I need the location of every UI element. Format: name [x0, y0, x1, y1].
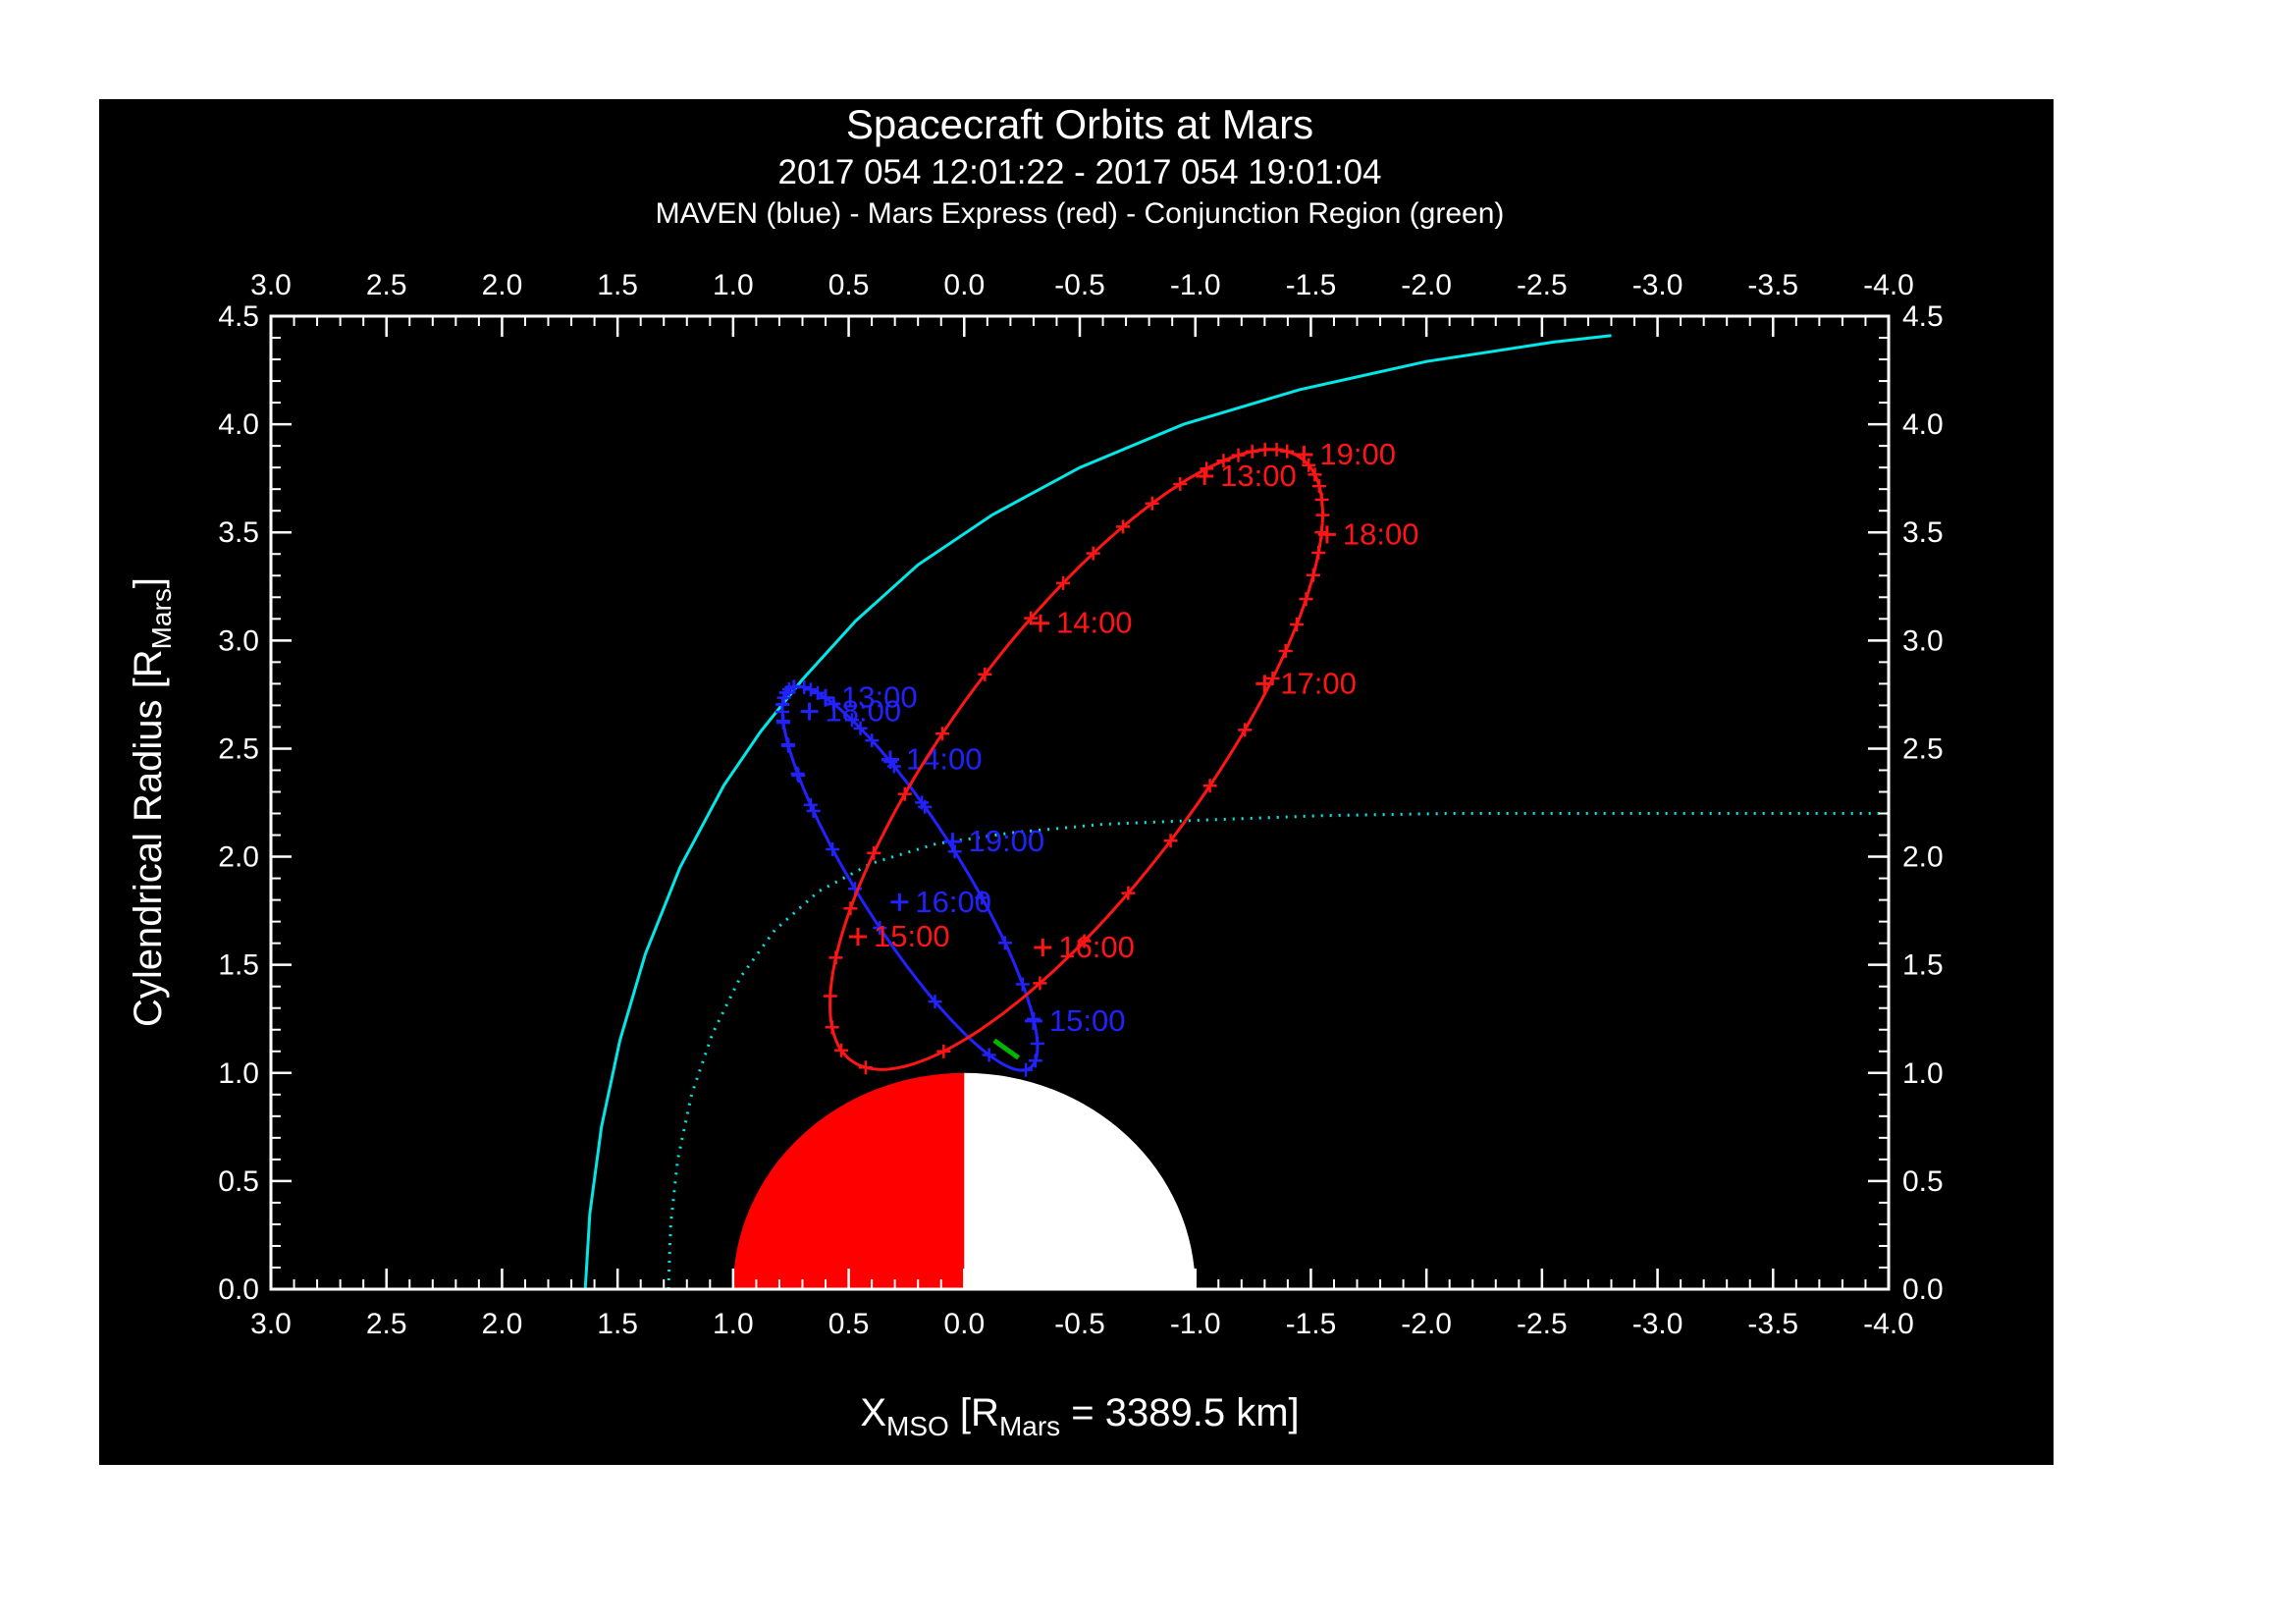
svg-text:-1.5: -1.5: [1286, 269, 1337, 301]
time-label: 18:00: [1343, 516, 1419, 551]
svg-text:0.0: 0.0: [218, 1273, 259, 1306]
svg-text:1.0: 1.0: [218, 1057, 259, 1090]
svg-text:0.5: 0.5: [828, 1308, 870, 1340]
svg-text:2.0: 2.0: [218, 841, 259, 874]
svg-text:-2.0: -2.0: [1401, 1308, 1452, 1340]
time-label: 15:00: [1049, 1003, 1126, 1038]
svg-text:0.5: 0.5: [828, 269, 870, 301]
svg-text:0.5: 0.5: [1902, 1165, 1944, 1198]
svg-text:3.5: 3.5: [1902, 516, 1944, 549]
svg-text:-3.0: -3.0: [1632, 269, 1683, 301]
svg-text:3.0: 3.0: [250, 269, 292, 301]
time-label: 19:00: [969, 824, 1045, 858]
svg-text:2.0: 2.0: [482, 269, 523, 301]
svg-text:2.5: 2.5: [366, 1308, 407, 1340]
svg-text:0.5: 0.5: [218, 1165, 259, 1198]
svg-text:1.5: 1.5: [597, 269, 638, 301]
svg-text:-3.0: -3.0: [1632, 1308, 1683, 1340]
chart-subtitle: 2017 054 12:01:22 - 2017 054 19:01:04: [777, 153, 1382, 191]
time-label: 16:00: [1058, 930, 1135, 964]
svg-text:3.0: 3.0: [250, 1308, 292, 1340]
svg-text:2.0: 2.0: [482, 1308, 523, 1340]
svg-text:0.0: 0.0: [943, 269, 985, 301]
bow-shock-line: [583, 334, 1612, 1290]
axis-ticks: [269, 314, 1891, 1291]
svg-text:4.0: 4.0: [218, 408, 259, 441]
time-label: 14:00: [1056, 606, 1133, 640]
mars-disk: [732, 1072, 1196, 1289]
chart-legend: MAVEN (blue) - Mars Express (red) - Conj…: [655, 197, 1505, 230]
svg-text:-0.5: -0.5: [1054, 1308, 1105, 1340]
svg-text:-2.5: -2.5: [1517, 269, 1568, 301]
svg-text:4.5: 4.5: [218, 300, 259, 333]
time-label: 17:00: [1280, 666, 1357, 700]
time-label: 13:00: [841, 680, 918, 715]
svg-text:2.5: 2.5: [1902, 732, 1944, 765]
mars-dayside: [732, 1072, 965, 1289]
chart-title: Spacecraft Orbits at Mars: [845, 101, 1314, 147]
svg-text:1.5: 1.5: [597, 1308, 638, 1340]
svg-text:2.0: 2.0: [1902, 841, 1944, 874]
svg-text:1.5: 1.5: [1902, 949, 1944, 982]
svg-text:-2.0: -2.0: [1401, 269, 1452, 301]
svg-text:-0.5: -0.5: [1054, 269, 1105, 301]
time-label: 18:00: [826, 694, 902, 729]
svg-text:1.0: 1.0: [713, 269, 754, 301]
svg-text:3.0: 3.0: [218, 624, 259, 657]
time-label: 15:00: [874, 919, 950, 953]
svg-text:-2.5: -2.5: [1517, 1308, 1568, 1340]
time-label: 16:00: [915, 885, 991, 919]
svg-text:-3.5: -3.5: [1747, 1308, 1798, 1340]
time-label: 19:00: [1319, 437, 1396, 471]
svg-text:-3.5: -3.5: [1747, 269, 1798, 301]
svg-text:4.5: 4.5: [1902, 300, 1944, 333]
svg-text:-4.0: -4.0: [1863, 269, 1914, 301]
svg-text:3.5: 3.5: [218, 516, 259, 549]
x-axis-label: XMSO [RMars = 3389.5 km]: [860, 1391, 1299, 1441]
svg-text:1.0: 1.0: [713, 1308, 754, 1340]
svg-text:1.5: 1.5: [218, 949, 259, 982]
svg-text:-1.0: -1.0: [1170, 269, 1221, 301]
y-axis-label: Cylendrical Radius [RMars]: [127, 577, 177, 1027]
svg-text:0.0: 0.0: [943, 1308, 985, 1340]
svg-text:2.5: 2.5: [218, 732, 259, 765]
svg-text:0.0: 0.0: [1902, 1273, 1944, 1306]
svg-text:-4.0: -4.0: [1863, 1308, 1914, 1340]
svg-text:3.0: 3.0: [1902, 624, 1944, 657]
conjunction-region-line: [992, 1038, 1021, 1060]
mars-nightside: [964, 1072, 1196, 1289]
time-label: 13:00: [1220, 459, 1297, 493]
svg-text:2.5: 2.5: [366, 269, 407, 301]
svg-text:4.0: 4.0: [1902, 408, 1944, 441]
tick-labels: 3.0 3.0 2.5 2.5 2.0 2.0 1.5 1.5 1.0 1.0 0.5 0.5 0.0 0…: [218, 269, 1943, 1340]
svg-text:-1.5: -1.5: [1286, 1308, 1337, 1340]
svg-text:1.0: 1.0: [1902, 1057, 1944, 1090]
svg-text:-1.0: -1.0: [1170, 1308, 1221, 1340]
